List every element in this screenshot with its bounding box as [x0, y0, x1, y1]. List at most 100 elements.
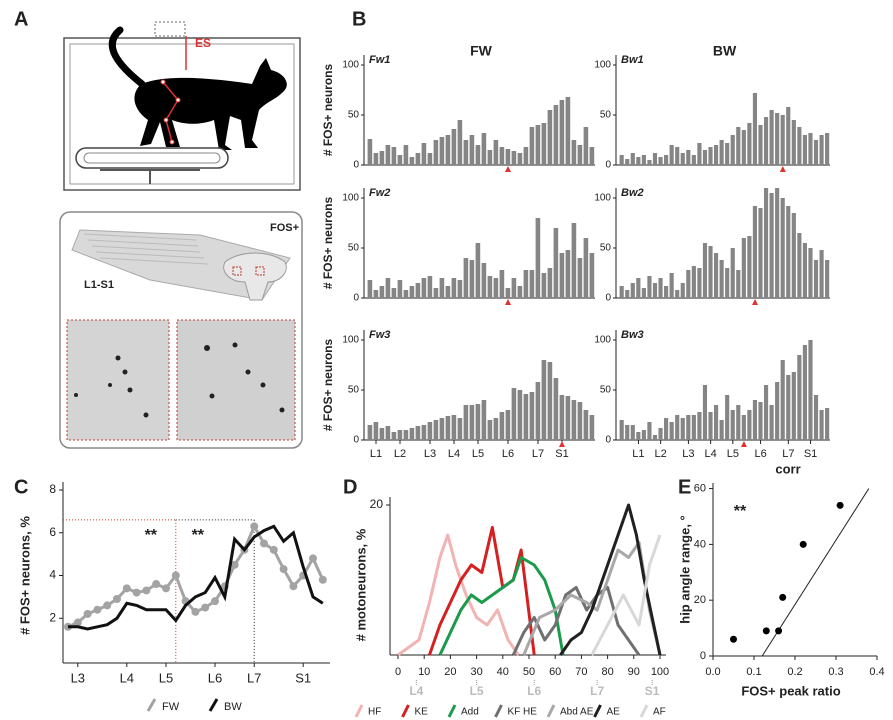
legend-label: KF HE: [508, 707, 538, 718]
bar: [825, 408, 829, 440]
y-tick-label: 6: [49, 525, 56, 539]
bar: [398, 430, 403, 440]
bar: [488, 420, 493, 440]
bar: [530, 270, 535, 298]
bar: [404, 145, 409, 165]
bar: [725, 143, 729, 165]
bar: [720, 140, 724, 165]
bar: [446, 135, 451, 165]
x-tick-label: L6: [208, 670, 222, 685]
bar: [476, 243, 481, 298]
bar: [554, 378, 559, 440]
bar: [625, 290, 629, 298]
x-tick-label: L5: [159, 670, 173, 685]
y-tick-label: 2: [49, 610, 56, 624]
segment-label: L6: [527, 684, 541, 698]
bar: [675, 415, 679, 440]
bar: [664, 155, 668, 165]
bar: [808, 248, 812, 298]
point: [152, 580, 160, 588]
bar: [697, 143, 701, 165]
bar: [410, 428, 415, 440]
x-tick-label: 100: [651, 666, 669, 678]
bar: [404, 290, 409, 298]
bar: [797, 355, 801, 440]
annotation: **: [734, 503, 747, 520]
y-axis-label: # FOS+ neurons: [321, 338, 335, 431]
bar: [803, 135, 807, 165]
bar: [803, 243, 807, 298]
bar: [658, 428, 662, 440]
bar: [786, 375, 790, 440]
bar: [636, 278, 640, 298]
bar: [584, 127, 589, 165]
bar: [578, 145, 583, 165]
bar: [536, 382, 541, 440]
bar: [814, 140, 818, 165]
x-tick-label: 0.3: [828, 666, 843, 678]
bar: [542, 123, 547, 165]
x-tick-label: L3: [682, 448, 694, 460]
legend-swatch: [548, 705, 554, 717]
x-tick-label: L5: [472, 448, 484, 460]
peak-marker: [505, 166, 511, 172]
bar: [374, 153, 379, 165]
bar: [647, 160, 651, 165]
bar: [428, 276, 433, 298]
stand: [100, 170, 200, 184]
marker-dot: [161, 80, 165, 84]
segment-label: S1: [645, 684, 660, 698]
bar: [758, 402, 762, 440]
bar: [708, 246, 712, 298]
bar: [536, 218, 541, 298]
bar: [664, 418, 668, 440]
marker-dot: [164, 118, 168, 122]
bar: [675, 147, 679, 165]
bar: [797, 233, 801, 298]
point: [113, 595, 121, 603]
bar: [647, 422, 651, 440]
bar: [758, 125, 762, 165]
point: [730, 636, 737, 643]
y-tick-label: 40: [694, 538, 706, 550]
bar: [708, 412, 712, 440]
y-tick-label: 100: [594, 60, 611, 71]
bar: [512, 388, 517, 440]
bar: [775, 188, 779, 298]
peak-marker: [752, 299, 758, 305]
legend-label: FW: [162, 701, 180, 713]
bar: [476, 145, 481, 165]
point: [837, 502, 844, 509]
bar: [452, 415, 457, 440]
bar: [506, 149, 511, 165]
y-tick-label: 100: [342, 335, 359, 346]
bar: [686, 270, 690, 298]
bar: [681, 283, 685, 298]
bar: [488, 150, 493, 165]
bar: [524, 270, 529, 298]
x-tick-label: 30: [470, 666, 482, 678]
bar: [747, 123, 751, 165]
bar: [386, 145, 391, 165]
bar: [410, 157, 415, 165]
bar: [742, 130, 746, 165]
bar: [500, 147, 505, 165]
bar: [386, 426, 391, 440]
x-tick-label: 20: [444, 666, 456, 678]
bar: [518, 390, 523, 440]
bar: [703, 385, 707, 440]
subplot-name: Fw2: [369, 187, 390, 199]
bar: [736, 270, 740, 298]
bar: [386, 278, 391, 298]
bar: [692, 266, 696, 298]
panel-letter: B: [352, 8, 366, 30]
bar: [770, 193, 774, 298]
bar: [560, 253, 565, 298]
bar: [753, 206, 757, 298]
bar: [368, 139, 373, 165]
segment-label: L4: [409, 684, 423, 698]
bar: [797, 127, 801, 165]
bar: [512, 278, 517, 298]
x-tick-label: L7: [247, 670, 261, 685]
point: [211, 597, 219, 605]
